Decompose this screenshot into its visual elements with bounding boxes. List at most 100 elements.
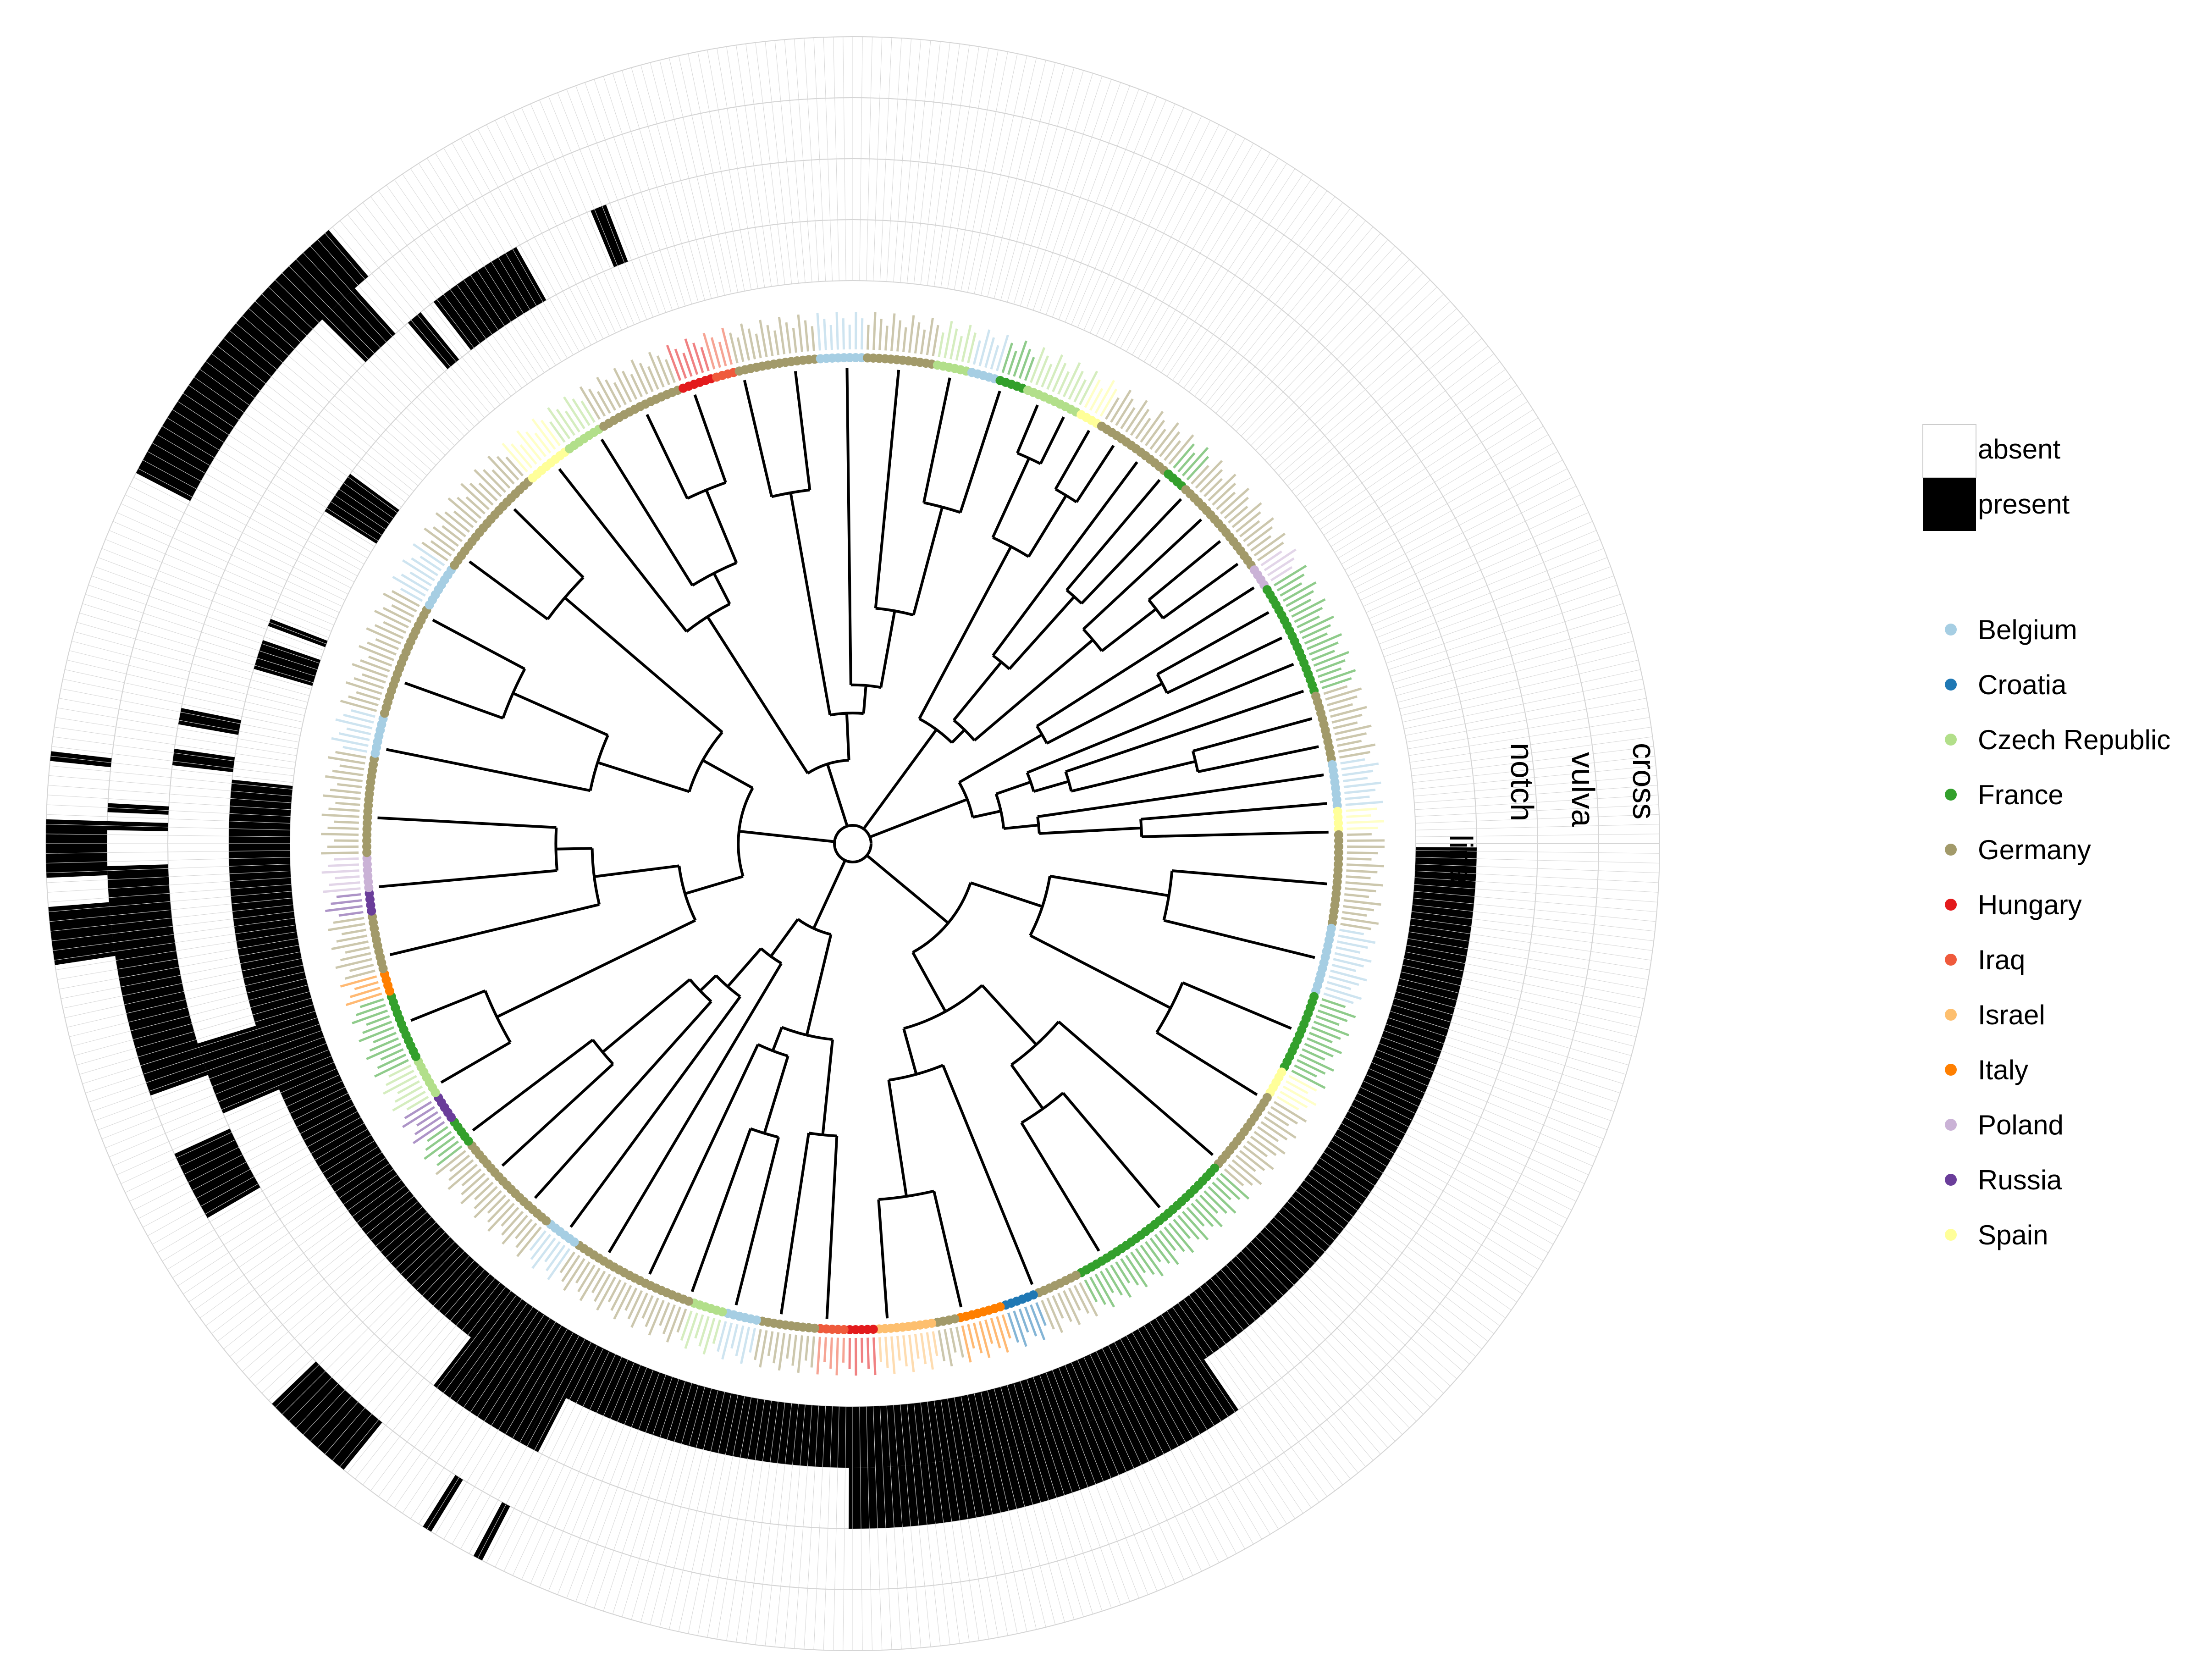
heatmap-cell-border bbox=[242, 1211, 427, 1372]
tip-label-mark bbox=[990, 345, 999, 370]
tip-label-mark bbox=[1267, 1111, 1289, 1127]
heatmap-cell-border bbox=[129, 486, 348, 595]
tip-label-mark bbox=[412, 1121, 445, 1144]
heatmap-cell-border bbox=[1381, 1037, 1611, 1121]
heatmap-cell-border bbox=[199, 369, 397, 513]
tip-label-mark bbox=[730, 1324, 739, 1349]
heatmap-cell-border bbox=[94, 1037, 324, 1121]
tip-label-mark bbox=[412, 543, 445, 567]
heatmap-cell-border bbox=[873, 1406, 883, 1650]
tip-label-mark bbox=[1168, 434, 1194, 465]
tip-label-mark bbox=[515, 1222, 537, 1248]
heatmap-present-cross bbox=[136, 230, 369, 501]
tip-label-mark bbox=[1288, 598, 1312, 613]
tip-label-mark bbox=[1084, 1279, 1098, 1303]
heatmap-cell-border bbox=[833, 37, 839, 281]
tip-label-mark bbox=[721, 327, 733, 365]
tip-label-mark bbox=[1276, 1095, 1299, 1111]
tip-label-mark bbox=[579, 386, 601, 420]
heatmap-cell-border bbox=[303, 1255, 470, 1435]
tip-label-mark bbox=[368, 655, 392, 667]
heatmap-cell-border bbox=[261, 1227, 441, 1393]
heatmap-cell-border bbox=[410, 1314, 545, 1519]
legend-dot-germany bbox=[1945, 844, 1957, 856]
tip-label-mark bbox=[1191, 1203, 1214, 1227]
heatmap-cell-border bbox=[1161, 168, 1295, 373]
heatmap-cell-border bbox=[736, 1401, 772, 1642]
legend-label-hungary: Hungary bbox=[1978, 890, 2082, 920]
heatmap-cell-border bbox=[1376, 1049, 1604, 1139]
tip-label-mark bbox=[944, 1329, 953, 1367]
tip-label-mark bbox=[579, 1267, 601, 1301]
heatmap-present-notch bbox=[523, 1391, 566, 1453]
tip-label-mark bbox=[340, 952, 371, 962]
heatmap-cell-border bbox=[879, 1406, 892, 1650]
tip-label-mark bbox=[409, 571, 432, 586]
heatmap-cell-border bbox=[530, 1359, 629, 1584]
tip-label-mark bbox=[1253, 1131, 1286, 1155]
tip-label-mark bbox=[1345, 887, 1376, 893]
tip-label-mark bbox=[375, 638, 399, 650]
tip-label-mark bbox=[547, 1248, 571, 1281]
tip-point bbox=[1334, 836, 1343, 846]
heatmap-cell-border bbox=[913, 1403, 941, 1646]
heatmap-cell-border bbox=[1334, 1134, 1544, 1261]
tip-label-mark bbox=[328, 807, 360, 812]
tip-label-mark bbox=[382, 592, 417, 613]
heatmap-cell-border bbox=[229, 331, 419, 486]
heatmap-cell-border bbox=[177, 401, 382, 536]
heatmap-cell-border bbox=[794, 39, 812, 282]
heatmap-cell-border bbox=[61, 688, 300, 736]
heatmap-cell-border bbox=[362, 202, 511, 397]
tip-label-mark bbox=[1306, 633, 1342, 650]
tip-label-mark bbox=[402, 1106, 436, 1128]
heatmap-cell-border bbox=[1363, 503, 1585, 607]
tip-label-mark bbox=[337, 783, 362, 789]
tip-label-mark bbox=[810, 1336, 815, 1368]
heatmap-cell-border bbox=[183, 1157, 386, 1294]
heatmap-cell-border bbox=[1225, 1265, 1388, 1448]
heatmap-cell-border bbox=[172, 1146, 379, 1278]
heatmap-cell-border bbox=[1300, 353, 1494, 502]
tip-label-mark bbox=[516, 1226, 542, 1257]
tip-label-mark bbox=[908, 1334, 915, 1372]
heatmap-cell-border bbox=[1287, 1201, 1476, 1357]
tip-label-mark bbox=[932, 325, 939, 356]
heatmap-cell-border bbox=[697, 1396, 745, 1636]
tip-label-mark bbox=[759, 320, 768, 357]
heatmap-cell-border bbox=[223, 1196, 414, 1349]
tip-label-mark bbox=[380, 1048, 404, 1061]
heatmap-cell-border bbox=[289, 1246, 460, 1421]
heatmap-cell-border bbox=[109, 1062, 334, 1157]
tip-label-mark bbox=[540, 420, 561, 447]
tip-label-mark bbox=[785, 322, 792, 354]
heatmap-cell-border bbox=[879, 38, 892, 282]
ring-label-line: line bbox=[1443, 834, 1479, 884]
tip-label-mark bbox=[926, 1332, 934, 1370]
tip-label-mark bbox=[1078, 370, 1098, 405]
heatmap-cell-border bbox=[1220, 1269, 1381, 1454]
heatmap-cell-border bbox=[205, 361, 402, 508]
tip-label-mark bbox=[1125, 400, 1148, 433]
legend-label-croatia: Croatia bbox=[1978, 669, 2067, 700]
legend-label-germany: Germany bbox=[1978, 834, 2091, 865]
heatmap-cell-border bbox=[223, 338, 414, 492]
heatmap-cell-border bbox=[1033, 79, 1112, 310]
tip-label-mark bbox=[501, 1207, 519, 1227]
heatmap-cell-border bbox=[1415, 804, 1659, 817]
tip-label-mark bbox=[1288, 1075, 1317, 1092]
heatmap-cell-border bbox=[1344, 451, 1558, 570]
heatmap-cell-border bbox=[503, 1351, 610, 1572]
tip-label-mark bbox=[1343, 905, 1374, 912]
heatmap-cell-border bbox=[1399, 978, 1636, 1037]
tip-label-mark bbox=[622, 370, 638, 400]
heatmap-cell-border bbox=[157, 1129, 368, 1253]
legend-label-belgium: Belgium bbox=[1978, 614, 2077, 645]
heatmap-cell-border bbox=[386, 185, 528, 385]
heatmap-cell-border bbox=[47, 877, 291, 893]
legend-dot-israel bbox=[1945, 1009, 1957, 1021]
heatmap-cell-border bbox=[1083, 107, 1184, 331]
tip-label-mark bbox=[1164, 1226, 1185, 1252]
heatmap-cell-border bbox=[859, 37, 863, 281]
tip-label-mark bbox=[502, 1215, 528, 1245]
